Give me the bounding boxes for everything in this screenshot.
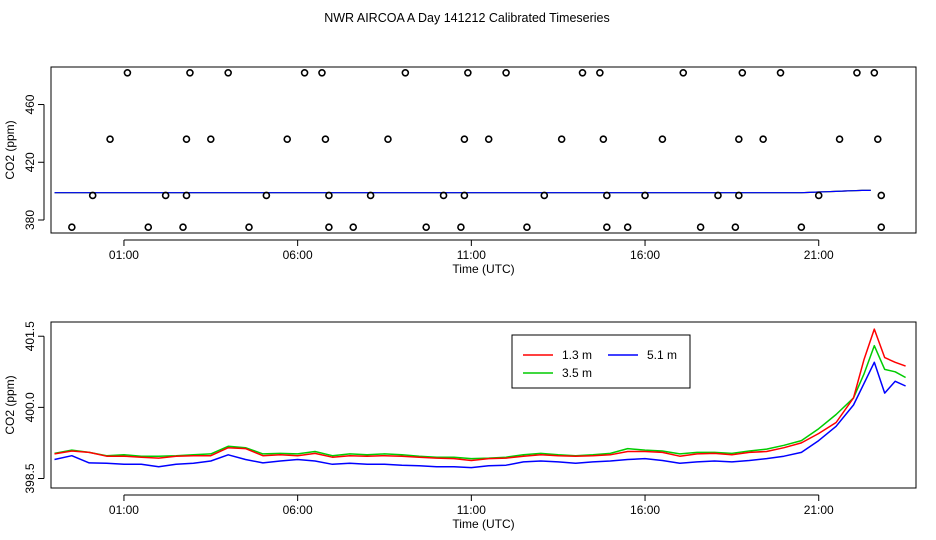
legend-entry: 1.3 m <box>562 348 592 362</box>
y-tick-label: 401.5 <box>23 321 37 351</box>
calibration-point <box>523 223 531 232</box>
calibration-point <box>596 68 604 77</box>
x-tick-label: 16:00 <box>630 503 660 517</box>
calibration-point <box>759 135 767 143</box>
calibration-point <box>735 135 743 143</box>
calibration-point <box>603 191 611 200</box>
series-line <box>54 328 906 462</box>
chart-title: NWR AIRCOA A Day 141212 Calibrated Times… <box>324 11 610 25</box>
y-tick-label: 420 <box>23 152 37 172</box>
calibration-point <box>870 68 879 77</box>
calibration-point <box>245 223 253 232</box>
calibration-point <box>557 135 566 143</box>
calibration-point <box>68 223 76 232</box>
calibration-point <box>224 68 232 77</box>
calibration-point <box>144 223 153 232</box>
calibration-point <box>460 191 469 200</box>
plot-frame <box>50 321 917 489</box>
calibration-point <box>325 223 333 232</box>
calibration-point <box>318 68 326 77</box>
calibration-point <box>283 135 292 143</box>
calibration-point <box>679 68 688 77</box>
series-line <box>54 344 906 460</box>
calibration-point <box>321 135 330 143</box>
calibration-point <box>603 223 611 232</box>
calibration-point <box>182 135 191 143</box>
x-tick-label: 11:00 <box>457 248 486 262</box>
calibration-point <box>161 191 170 200</box>
plot-frame <box>50 66 917 234</box>
x-tick-label: 01:00 <box>109 503 139 517</box>
legend-entry: 5.1 m <box>647 348 677 362</box>
calibration-point <box>88 191 97 200</box>
calibration-point <box>540 191 549 200</box>
calibration-point <box>262 191 271 200</box>
calibration-point <box>641 191 649 200</box>
timeseries-panel: 01:00 06:00 11:00 16:00 21:00 Time (UTC) 398.5… <box>3 321 917 531</box>
calibration-point <box>776 68 785 77</box>
legend: 1.3 m 3.5 m 5.1 m <box>511 334 691 389</box>
calibration-point <box>658 135 667 143</box>
x-tick-label: 21:00 <box>804 248 834 262</box>
calibration-point <box>384 135 392 143</box>
y-tick-label: 398.5 <box>23 463 37 493</box>
calibration-point <box>578 68 587 77</box>
y-axis-label: CO2 (ppm) <box>3 120 17 179</box>
calibration-point <box>401 68 410 77</box>
legend-box <box>511 334 691 389</box>
calibration-point <box>599 135 608 143</box>
calibration-point <box>206 135 215 143</box>
calibration-point <box>623 223 632 232</box>
calibration-point <box>123 68 132 77</box>
calibration-point <box>853 68 861 77</box>
calibration-point <box>457 223 465 232</box>
calibration-point <box>325 191 333 200</box>
calibration-point <box>735 191 743 200</box>
calibration-point <box>877 191 886 200</box>
x-tick-label: 16:00 <box>630 248 660 262</box>
calibration-point <box>877 223 886 232</box>
calibration-point <box>186 68 194 77</box>
calibration-point <box>835 135 844 143</box>
x-tick-label: 21:00 <box>804 503 834 517</box>
calibration-point <box>439 191 448 200</box>
legend-entry: 3.5 m <box>562 366 592 380</box>
calibration-point <box>696 223 705 232</box>
x-tick-label: 06:00 <box>283 503 313 517</box>
x-axis-label: Time (UTC) <box>452 262 514 276</box>
calibration-point <box>460 135 469 143</box>
calibration-point <box>464 68 472 77</box>
series-line <box>54 361 906 469</box>
calibration-point <box>873 135 882 143</box>
y-axis-label: CO2 (ppm) <box>3 375 17 434</box>
calibration-point <box>502 68 510 77</box>
x-tick-label: 06:00 <box>283 248 313 262</box>
calibration-point <box>814 191 823 200</box>
calibration-point <box>349 223 358 232</box>
x-tick-label: 01:00 <box>109 248 139 262</box>
calibration-point <box>366 191 375 200</box>
calibration-panel: 01:00 06:00 11:00 16:00 21:00 Time (UTC) 380 42… <box>3 66 917 276</box>
calibration-point <box>300 68 309 77</box>
y-tick-label: 380 <box>23 210 37 230</box>
calibration-point <box>714 191 722 200</box>
calibration-point <box>797 223 806 232</box>
y-tick-label: 400.0 <box>23 392 37 422</box>
calibration-point <box>422 223 430 232</box>
y-tick-label: 460 <box>23 94 37 114</box>
calibration-point <box>484 135 493 143</box>
calibration-point <box>738 68 747 77</box>
calibration-point <box>179 223 187 232</box>
calibration-point <box>731 223 740 232</box>
calibration-point <box>106 135 114 143</box>
x-tick-label: 11:00 <box>457 503 486 517</box>
x-axis-label: Time (UTC) <box>452 517 514 531</box>
calibration-point <box>182 191 191 200</box>
